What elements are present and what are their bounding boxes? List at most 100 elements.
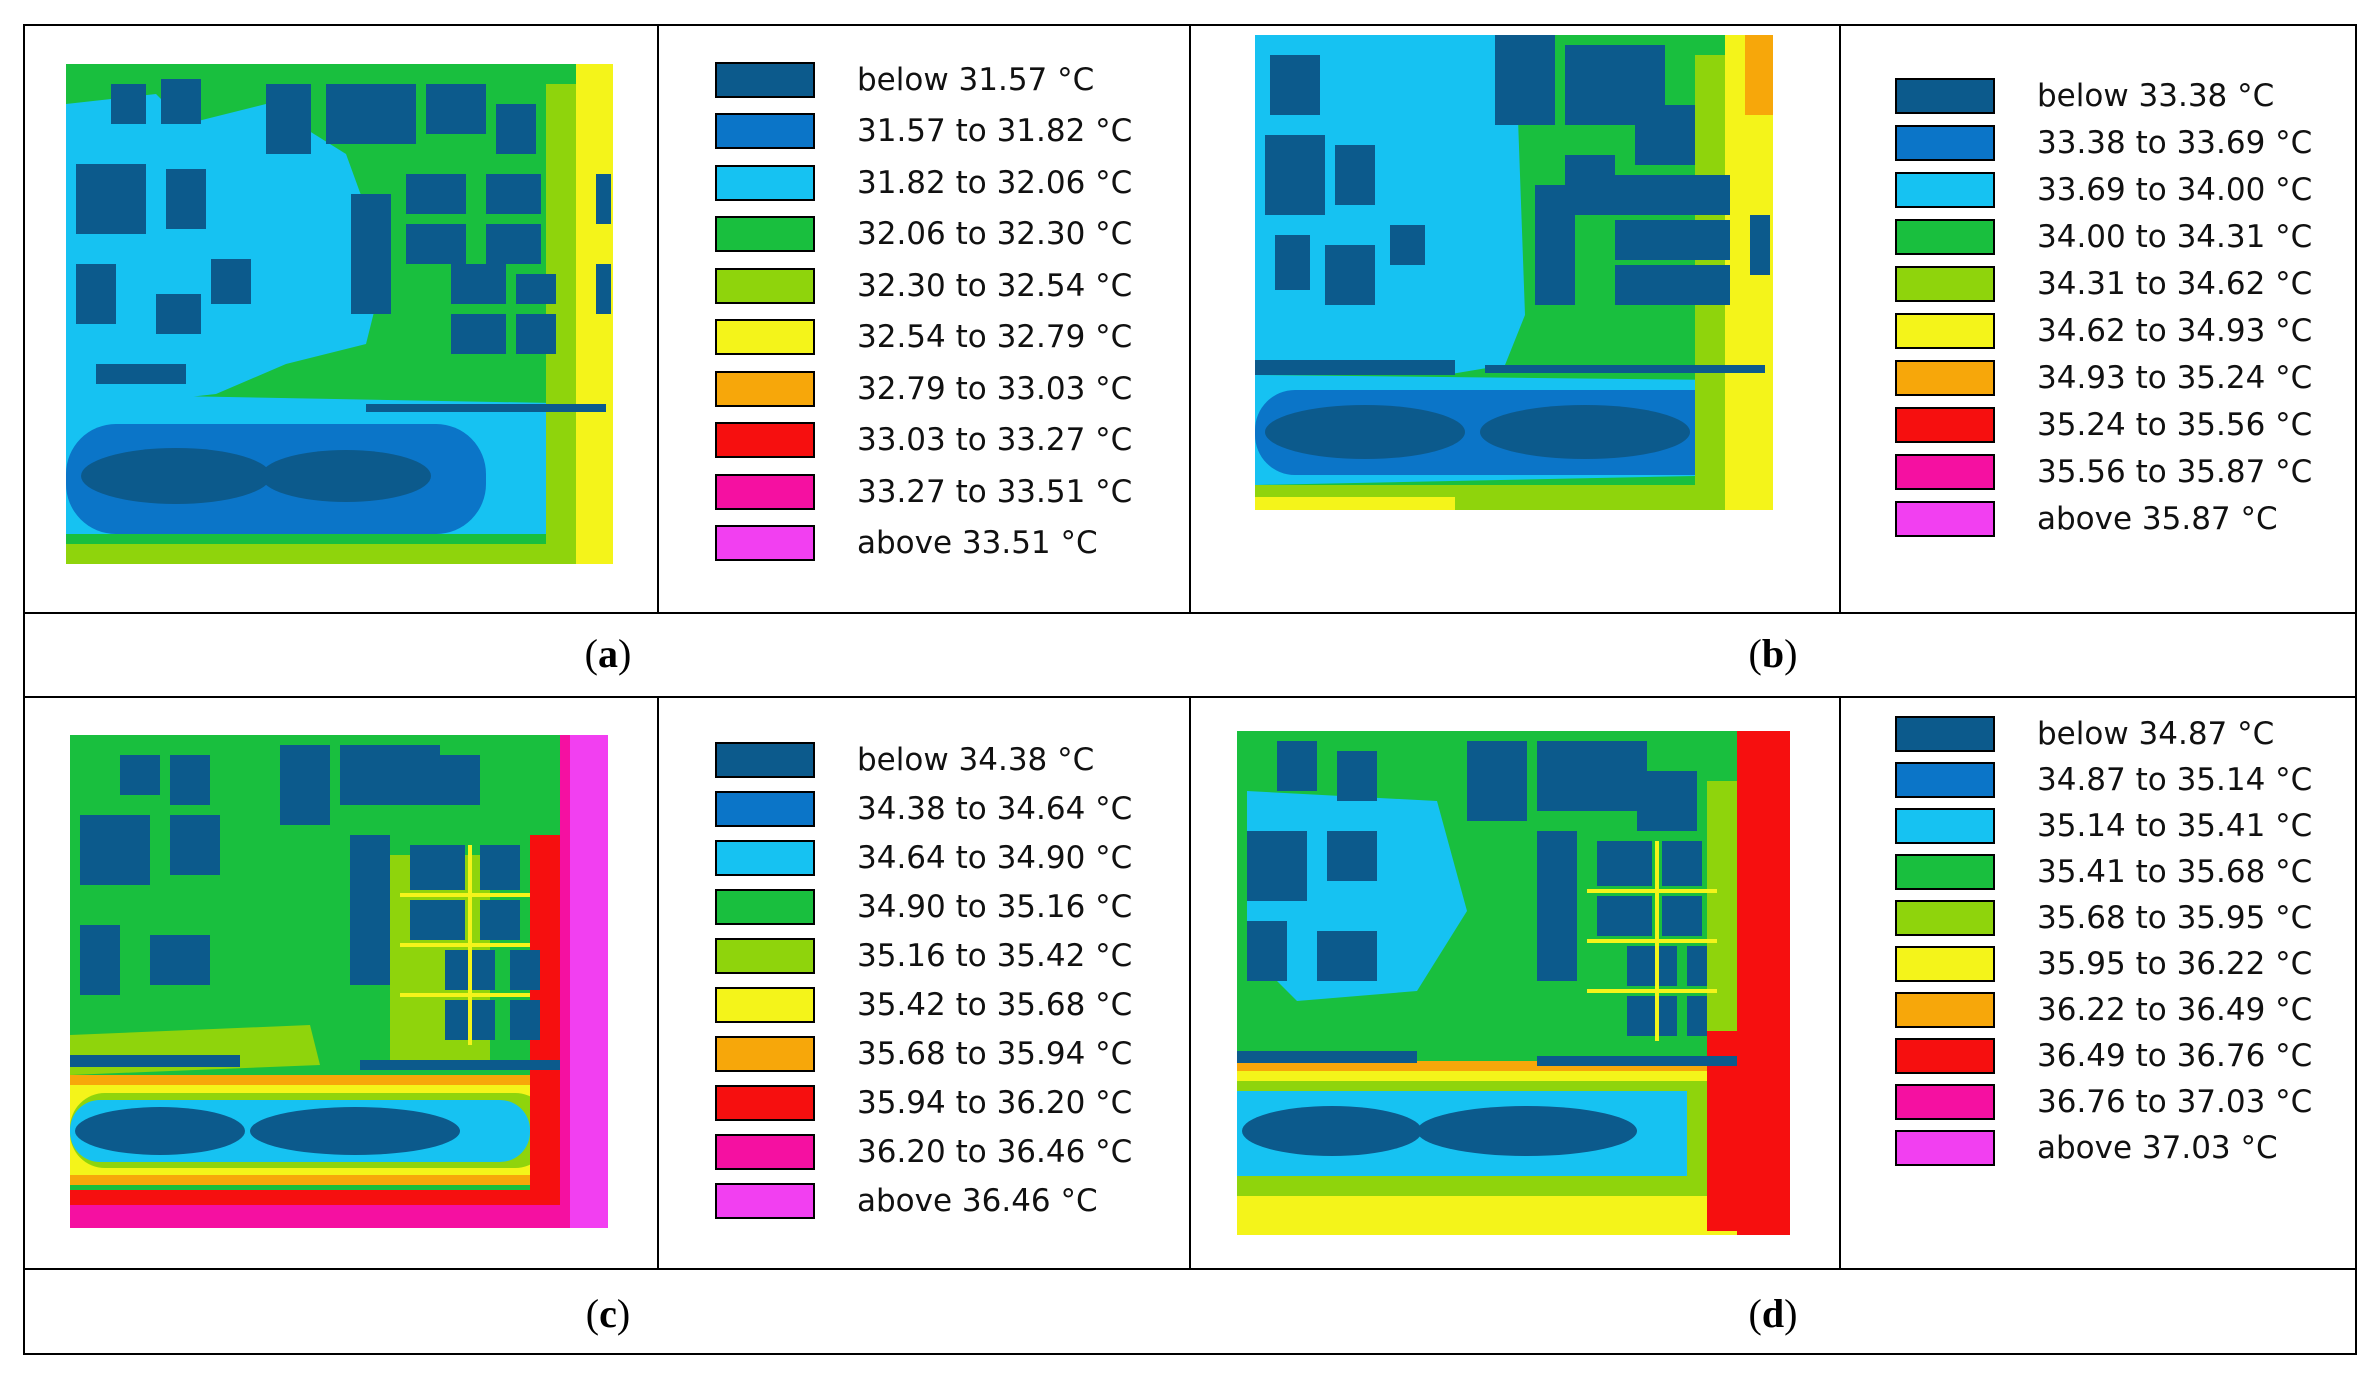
legend-label: above 37.03 °C — [2037, 1130, 2278, 1166]
legend-label: 33.03 to 33.27 °C — [857, 422, 1133, 458]
legend-swatch — [715, 987, 815, 1023]
legend-swatch — [715, 889, 815, 925]
legend-row: 35.95 to 36.22 °C — [1895, 946, 2312, 982]
legend-label: 36.20 to 36.46 °C — [857, 1134, 1133, 1170]
legend-label: 31.57 to 31.82 °C — [857, 113, 1133, 149]
legend-row: 33.69 to 34.00 °C — [1895, 172, 2312, 208]
legend-label: 35.68 to 35.94 °C — [857, 1036, 1133, 1072]
legend-swatch — [1895, 172, 1995, 208]
caption-a: (a) — [584, 631, 632, 676]
legend-row: 32.06 to 32.30 °C — [715, 216, 1132, 252]
legend-row: 35.68 to 35.94 °C — [715, 1036, 1132, 1072]
caption-d: (d) — [1748, 1291, 1798, 1336]
legend-label: 33.69 to 34.00 °C — [2037, 172, 2313, 208]
legend-label: 35.42 to 35.68 °C — [857, 987, 1133, 1023]
legend-swatch — [715, 62, 815, 98]
table-border-right — [2355, 24, 2357, 1355]
legend-row: 35.41 to 35.68 °C — [1895, 854, 2312, 890]
legend-label: above 35.87 °C — [2037, 501, 2278, 537]
legend-swatch — [1895, 313, 1995, 349]
legend-row: 35.24 to 35.56 °C — [1895, 407, 2312, 443]
legend-row: 35.14 to 35.41 °C — [1895, 808, 2312, 844]
temperature-map-c — [70, 735, 608, 1228]
caption-letter: d — [1761, 1291, 1785, 1336]
legend-row: below 34.87 °C — [1895, 716, 2274, 752]
legend-label: below 31.57 °C — [857, 62, 1095, 98]
legend-swatch — [1895, 219, 1995, 255]
legend-row: 34.93 to 35.24 °C — [1895, 360, 2312, 396]
legend-row: 34.31 to 34.62 °C — [1895, 266, 2312, 302]
legend-label: 32.54 to 32.79 °C — [857, 319, 1133, 355]
legend-label: 34.90 to 35.16 °C — [857, 889, 1133, 925]
legend-row: above 36.46 °C — [715, 1183, 1098, 1219]
legend-swatch — [1895, 454, 1995, 490]
legend-label: 34.62 to 34.93 °C — [2037, 313, 2313, 349]
legend-label: 31.82 to 32.06 °C — [857, 165, 1133, 201]
col-divider-top-3 — [1839, 24, 1841, 614]
legend-label: 33.38 to 33.69 °C — [2037, 125, 2313, 161]
legend-swatch — [715, 216, 815, 252]
caption-letter: c — [599, 1291, 617, 1336]
legend-label: 34.38 to 34.64 °C — [857, 791, 1133, 827]
legend-swatch — [715, 938, 815, 974]
legend-label: 35.41 to 35.68 °C — [2037, 854, 2313, 890]
legend-swatch — [1895, 1038, 1995, 1074]
legend-label: 34.00 to 34.31 °C — [2037, 219, 2313, 255]
legend-label: 32.30 to 32.54 °C — [857, 268, 1133, 304]
legend-label: 34.93 to 35.24 °C — [2037, 360, 2313, 396]
col-divider-top-2 — [1189, 24, 1191, 614]
legend-row: above 35.87 °C — [1895, 501, 2278, 537]
legend-label: 35.68 to 35.95 °C — [2037, 900, 2313, 936]
legend-swatch — [1895, 900, 1995, 936]
legend-row: 36.20 to 36.46 °C — [715, 1134, 1132, 1170]
legend-swatch — [1895, 125, 1995, 161]
legend-row: 31.82 to 32.06 °C — [715, 165, 1132, 201]
legend-row: 34.00 to 34.31 °C — [1895, 219, 2312, 255]
legend-row: above 33.51 °C — [715, 525, 1098, 561]
caption-letter: b — [1761, 631, 1785, 676]
legend-label: 35.95 to 36.22 °C — [2037, 946, 2313, 982]
legend-label: 36.76 to 37.03 °C — [2037, 1084, 2313, 1120]
legend-row: 35.42 to 35.68 °C — [715, 987, 1132, 1023]
caption-c: (c) — [585, 1291, 631, 1336]
legend-row: 34.62 to 34.93 °C — [1895, 313, 2312, 349]
legend-swatch — [715, 319, 815, 355]
legend-swatch — [715, 165, 815, 201]
legend-row: above 37.03 °C — [1895, 1130, 2278, 1166]
legend-label: 35.16 to 35.42 °C — [857, 938, 1133, 974]
legend-swatch — [715, 268, 815, 304]
legend-swatch — [715, 1036, 815, 1072]
table-border-left — [23, 24, 25, 1355]
legend-swatch — [715, 840, 815, 876]
legend-row: 36.76 to 37.03 °C — [1895, 1084, 2312, 1120]
col-divider-top-1 — [657, 24, 659, 614]
col-divider-bottom-2 — [1189, 696, 1191, 1270]
legend-label: 35.24 to 35.56 °C — [2037, 407, 2313, 443]
legend-row: 36.22 to 36.49 °C — [1895, 992, 2312, 1028]
legend-row: 34.87 to 35.14 °C — [1895, 762, 2312, 798]
caption-b: (b) — [1748, 631, 1798, 676]
legend-label: 34.64 to 34.90 °C — [857, 840, 1133, 876]
legend-swatch — [715, 1183, 815, 1219]
caption-letter: a — [598, 631, 618, 676]
legend-label: 35.14 to 35.41 °C — [2037, 808, 2313, 844]
legend-label: 34.87 to 35.14 °C — [2037, 762, 2313, 798]
temperature-map-d — [1237, 731, 1790, 1235]
legend-row: below 34.38 °C — [715, 742, 1094, 778]
table-border-bottom — [23, 1353, 2357, 1355]
legend-row: 34.38 to 34.64 °C — [715, 791, 1132, 827]
legend-row: below 33.38 °C — [1895, 78, 2274, 114]
legend-label: 36.22 to 36.49 °C — [2037, 992, 2313, 1028]
legend-label: 35.94 to 36.20 °C — [857, 1085, 1133, 1121]
legend-swatch — [1895, 501, 1995, 537]
col-divider-bottom-3 — [1839, 696, 1841, 1270]
legend-swatch — [1895, 266, 1995, 302]
legend-swatch — [1895, 407, 1995, 443]
legend-label: below 33.38 °C — [2037, 78, 2275, 114]
legend-row: 36.49 to 36.76 °C — [1895, 1038, 2312, 1074]
legend-row: 35.16 to 35.42 °C — [715, 938, 1132, 974]
legend-label: 36.49 to 36.76 °C — [2037, 1038, 2313, 1074]
legend-row: 35.94 to 36.20 °C — [715, 1085, 1132, 1121]
legend-label: 33.27 to 33.51 °C — [857, 474, 1133, 510]
legend-swatch — [1895, 78, 1995, 114]
